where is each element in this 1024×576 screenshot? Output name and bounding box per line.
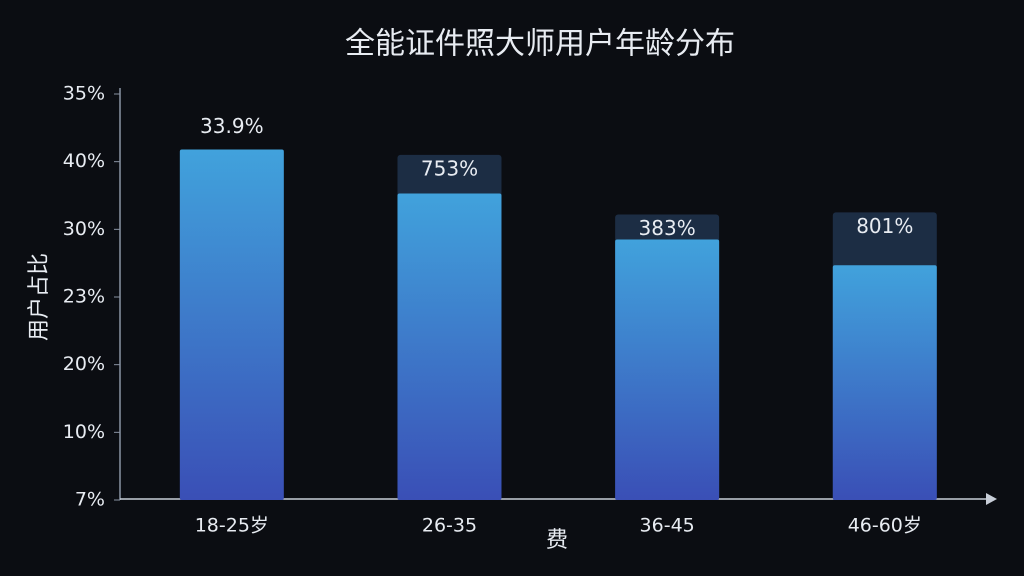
y-tick-label: 10% [63, 421, 105, 443]
chart-title: 全能证件照大师用户年龄分布 [345, 27, 735, 62]
y-tick-label: 35% [63, 83, 105, 105]
x-tick-label: 36-45 [640, 515, 695, 537]
x-axis-arrow [986, 493, 997, 505]
x-tick-label: 46-60岁 [848, 515, 922, 537]
value-label: 753% [421, 156, 478, 180]
bar [179, 149, 284, 500]
value-label: 33.9% [200, 114, 264, 138]
bar [397, 193, 502, 500]
value-label: 383% [639, 216, 696, 240]
bar [832, 265, 937, 500]
y-tick-label: 20% [63, 353, 105, 375]
bar [615, 239, 720, 500]
x-tick-label: 26-35 [422, 515, 477, 537]
y-tick-label: 7% [75, 489, 105, 511]
y-tick-label: 23% [63, 286, 105, 308]
y-tick-label: 40% [63, 150, 105, 172]
y-tick-label: 30% [63, 218, 105, 240]
x-tick-label: 18-25岁 [195, 515, 269, 537]
x-axis-title: 费 [546, 528, 568, 553]
value-label: 801% [856, 214, 913, 238]
y-axis-title: 用户占比 [27, 253, 52, 341]
